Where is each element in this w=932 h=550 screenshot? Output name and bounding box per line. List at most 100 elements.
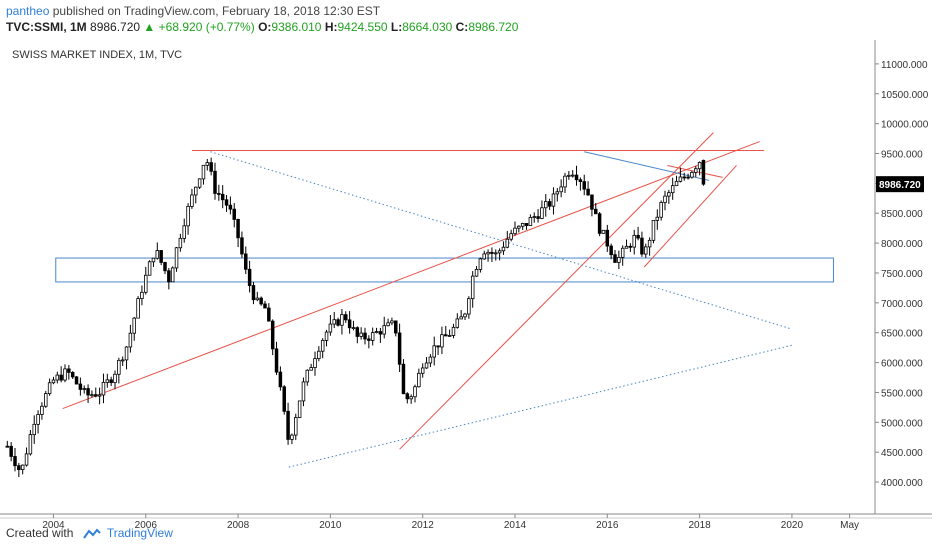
publish-info: pantheo published on TradingView.com, Fe… bbox=[6, 4, 380, 18]
candle-body bbox=[5, 445, 10, 448]
x-tick-label: May bbox=[840, 520, 859, 531]
candle-body bbox=[409, 396, 413, 400]
candle-body bbox=[332, 319, 336, 325]
candle-body bbox=[220, 193, 225, 201]
candle-body bbox=[597, 213, 602, 234]
candle-body bbox=[574, 174, 579, 181]
candle-body bbox=[101, 382, 106, 396]
candle-body bbox=[378, 331, 383, 335]
candle-body bbox=[563, 175, 567, 188]
tradingview-logo-icon bbox=[82, 528, 101, 539]
candle-body bbox=[120, 359, 125, 362]
close-value: 8986.720 bbox=[468, 20, 519, 34]
candle-body bbox=[259, 297, 263, 305]
candle-body bbox=[694, 168, 698, 173]
candle-body bbox=[144, 274, 148, 293]
candle-body bbox=[174, 247, 179, 269]
low-label: L: bbox=[390, 20, 403, 34]
candle-body bbox=[490, 251, 494, 254]
candle-body bbox=[386, 322, 390, 327]
candle-body bbox=[182, 225, 186, 239]
candle-body bbox=[90, 394, 94, 397]
candle-body bbox=[109, 379, 113, 384]
candle-body bbox=[344, 314, 348, 321]
candle-body bbox=[474, 269, 479, 277]
candle-body bbox=[636, 234, 640, 239]
y-tick-label: 8000.000 bbox=[881, 239, 923, 250]
candle-body bbox=[74, 376, 79, 385]
tradingview-brand-link[interactable]: TradingView bbox=[106, 526, 173, 540]
red-trendline bbox=[399, 132, 714, 450]
candle-body bbox=[324, 331, 329, 341]
candle-body bbox=[151, 257, 156, 263]
x-tick-label: 2010 bbox=[319, 520, 342, 531]
last-price-label: 8986.720 bbox=[879, 180, 921, 191]
footer: Created with TradingView bbox=[6, 526, 173, 540]
candle-body bbox=[551, 193, 556, 207]
candle-body bbox=[697, 161, 702, 170]
candle-body bbox=[340, 314, 344, 326]
y-tick-label: 10500.000 bbox=[881, 90, 929, 101]
chart-title: SWISS MARKET INDEX, 1M, TVC bbox=[12, 49, 183, 61]
candle-body bbox=[624, 245, 629, 249]
high-label: H: bbox=[324, 20, 338, 34]
candle-body bbox=[594, 208, 598, 215]
candle-body bbox=[224, 199, 229, 206]
candle-body bbox=[94, 394, 98, 397]
candle-body bbox=[278, 371, 283, 388]
candle-body bbox=[620, 247, 625, 258]
candle-body bbox=[170, 267, 175, 283]
candle-body bbox=[47, 382, 52, 394]
author-link[interactable]: pantheo bbox=[6, 4, 50, 18]
candle-body bbox=[678, 176, 683, 182]
candle-body bbox=[36, 414, 40, 425]
candle-body bbox=[420, 367, 425, 374]
candle-body bbox=[194, 186, 198, 196]
candle-body bbox=[528, 217, 533, 226]
y-tick-label: 5000.000 bbox=[881, 418, 923, 429]
last-price-tag bbox=[876, 176, 924, 193]
up-arrow-icon: ▲ bbox=[143, 20, 156, 34]
candle-body bbox=[297, 400, 302, 418]
candle-body bbox=[470, 275, 475, 300]
candle-body bbox=[690, 172, 694, 178]
candle-body bbox=[167, 270, 171, 283]
candle-body bbox=[267, 307, 271, 322]
y-tick-label: 5500.000 bbox=[881, 388, 923, 399]
candle-body bbox=[605, 229, 610, 247]
candle-body bbox=[274, 348, 279, 373]
candle-body bbox=[586, 188, 590, 196]
blue-trendline bbox=[210, 151, 793, 330]
candle-body bbox=[463, 313, 467, 318]
candle-body bbox=[432, 345, 436, 358]
candle-body bbox=[663, 195, 667, 203]
y-tick-label: 9500.000 bbox=[881, 150, 923, 161]
candle-body bbox=[390, 320, 394, 324]
candle-body bbox=[244, 253, 248, 270]
x-tick-label: 2012 bbox=[412, 520, 435, 531]
candle-body bbox=[117, 359, 121, 375]
candle-body bbox=[240, 237, 244, 255]
candle-body bbox=[136, 298, 140, 319]
x-tick-label: 2008 bbox=[227, 520, 250, 531]
candle-body bbox=[305, 369, 310, 383]
y-tick-label: 6000.000 bbox=[881, 359, 923, 370]
candle-body bbox=[478, 258, 483, 270]
y-tick-label: 10000.000 bbox=[881, 120, 929, 131]
candle-body bbox=[436, 345, 440, 348]
candle-body bbox=[682, 176, 686, 179]
candle-body bbox=[505, 238, 510, 248]
open-label: O: bbox=[258, 20, 272, 34]
candle-body bbox=[382, 325, 386, 335]
candle-body bbox=[228, 204, 233, 210]
high-value: 9424.550 bbox=[337, 20, 388, 34]
candle-body bbox=[86, 388, 90, 396]
candle-body bbox=[640, 237, 644, 255]
candle-body bbox=[328, 323, 333, 333]
symbol-label: TVC:SSMI, 1M bbox=[6, 20, 87, 34]
candle-body bbox=[417, 372, 421, 388]
candle-body bbox=[124, 346, 129, 361]
candle-body bbox=[601, 229, 606, 234]
ohlc-legend: TVC:SSMI, 1M 8986.720 ▲ +68.920 (+0.77%)… bbox=[6, 20, 518, 34]
